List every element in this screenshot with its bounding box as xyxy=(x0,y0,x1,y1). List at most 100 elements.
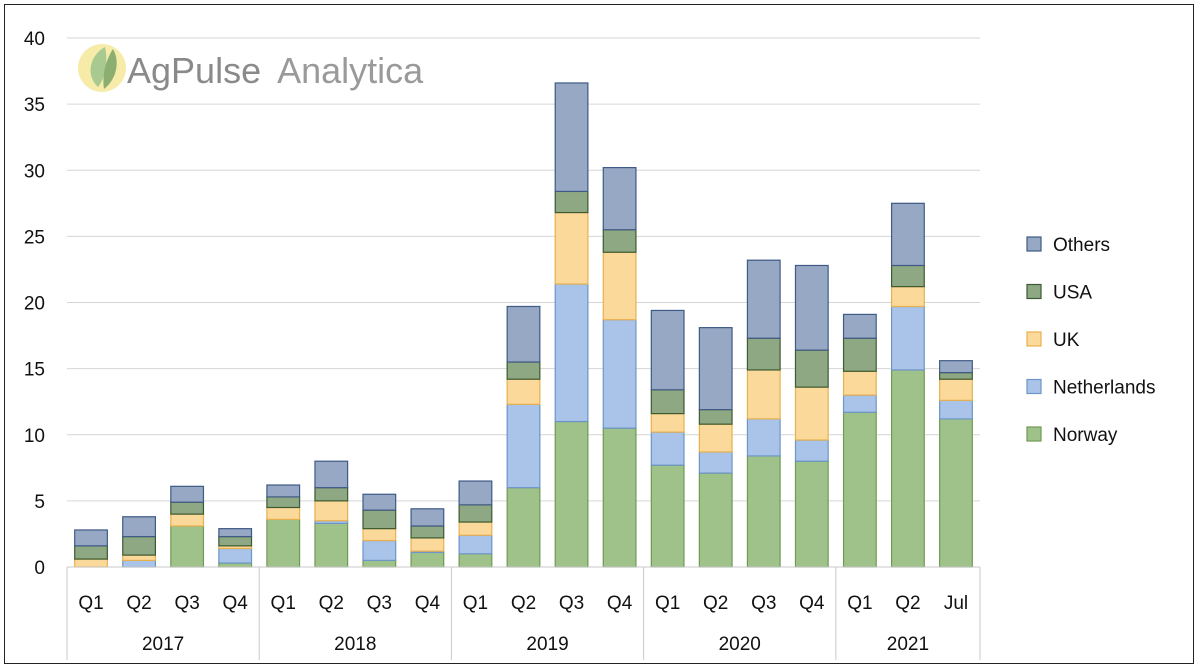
y-tick-label: 25 xyxy=(24,227,45,248)
x-tick-label: Q1 xyxy=(78,593,103,614)
bar-stack xyxy=(218,528,253,568)
bar-segment-others xyxy=(266,484,301,498)
y-tick-label: 0 xyxy=(34,558,45,579)
bar-segment-uk xyxy=(602,251,637,321)
x-tick-label: Q3 xyxy=(174,593,199,614)
bar-stack xyxy=(650,309,685,568)
bar-segment-norway xyxy=(939,418,973,568)
watermark-brand-bold: AgPulse xyxy=(127,50,261,91)
x-year-label: 2020 xyxy=(719,634,761,655)
leaf-right-icon xyxy=(103,49,117,89)
bar-segment-uk xyxy=(362,528,397,542)
x-year-label: 2021 xyxy=(887,634,929,655)
x-tick-label: Q3 xyxy=(751,593,776,614)
bar-segment-usa xyxy=(939,371,973,380)
bar-segment-usa xyxy=(602,229,637,253)
bar-segment-netherlands xyxy=(939,399,973,420)
bar-segment-usa xyxy=(698,409,733,425)
bar-stack xyxy=(122,516,157,568)
bar-segment-others xyxy=(362,493,397,511)
bar-segment-norway xyxy=(410,551,445,568)
bar-segment-others xyxy=(746,259,781,339)
bar-segment-netherlands xyxy=(458,534,493,555)
bar-segment-usa xyxy=(218,535,253,547)
legend-swatch-others xyxy=(1026,236,1042,252)
bar-segment-usa xyxy=(890,264,925,288)
bar-stack xyxy=(698,327,733,568)
bar-stack xyxy=(74,529,108,568)
bar-segment-others xyxy=(218,528,253,538)
bar-segment-netherlands xyxy=(698,451,733,474)
y-tick-label: 30 xyxy=(24,161,45,182)
bar-segment-others xyxy=(410,508,445,527)
bar-segment-norway xyxy=(842,411,877,568)
bar-segment-usa xyxy=(650,389,685,415)
bar-segment-usa xyxy=(314,487,349,502)
bar-segment-uk xyxy=(939,378,973,401)
x-tick-label: Q4 xyxy=(415,593,441,614)
bar-segment-uk xyxy=(506,378,541,405)
x-tick-label: Q1 xyxy=(655,593,680,614)
bar-segment-uk xyxy=(842,370,877,396)
bar-segment-others xyxy=(458,480,493,506)
watermark-logo: AgPulse Analytica xyxy=(78,44,424,92)
gridlines xyxy=(67,37,980,568)
y-axis: 0 5 10 15 20 25 30 35 40 xyxy=(24,29,45,579)
x-year-label: 2017 xyxy=(142,634,184,655)
bar-segment-norway xyxy=(458,553,493,568)
y-tick-label: 40 xyxy=(24,29,45,50)
bar-segment-uk xyxy=(458,521,493,536)
x-tick-label: Q4 xyxy=(223,593,249,614)
x-axis: Q1 Q2 Q3 Q4 2017 Q1 Q2 Q3 Q4 2018 Q1 Q2 Q3 Q4 2019 Q1 Q2… xyxy=(66,566,981,660)
y-tick-label: 10 xyxy=(24,426,45,447)
bar-segment-usa xyxy=(506,361,541,380)
bar-segment-norway xyxy=(794,460,829,568)
legend: Others USA UK Netherlands Norway xyxy=(1026,235,1155,446)
bar-stack xyxy=(506,305,541,568)
bar-segment-uk xyxy=(314,500,349,522)
bar-segment-usa xyxy=(362,509,397,530)
bar-segment-netherlands xyxy=(362,539,397,561)
legend-label-norway: Norway xyxy=(1053,425,1118,446)
bar-stack xyxy=(746,259,781,568)
bar-segment-netherlands xyxy=(554,283,589,423)
bar-segment-norway xyxy=(698,472,733,568)
bar-segment-others xyxy=(314,460,349,489)
bar-segment-netherlands xyxy=(746,418,781,457)
bar-stack xyxy=(314,460,349,568)
bar-stack xyxy=(458,480,493,568)
bar-stack xyxy=(554,82,589,568)
leaf-left-icon xyxy=(90,47,107,87)
bar-stack xyxy=(410,508,445,568)
watermark-brand-light: Analytica xyxy=(277,50,424,91)
bar-segment-others xyxy=(602,167,637,231)
x-tick-label: Q4 xyxy=(607,593,633,614)
bar-segment-others xyxy=(794,264,829,351)
x-tick-label: Q1 xyxy=(463,593,488,614)
bar-segment-others xyxy=(506,305,541,363)
bar-segment-uk xyxy=(410,537,445,552)
bar-stack xyxy=(842,313,877,568)
svg-text:AgPulse Analytica: AgPulse Analytica xyxy=(127,50,424,91)
bar-segment-usa xyxy=(170,501,205,515)
y-tick-label: 5 xyxy=(34,492,45,513)
bar-segment-norway xyxy=(650,464,685,568)
bar-segment-usa xyxy=(842,337,877,372)
legend-swatch-norway xyxy=(1026,426,1042,442)
bar-stack xyxy=(602,167,637,568)
chart-frame: AgPulse Analytica 0 5 10 15 20 25 30 35 40 Q1 Q2 Q… xyxy=(4,4,1194,664)
bar-segment-norway xyxy=(746,455,781,568)
y-tick-label: 20 xyxy=(24,294,45,315)
bar-segment-uk xyxy=(698,423,733,453)
bar-segment-norway xyxy=(506,487,541,568)
legend-label-uk: UK xyxy=(1053,330,1080,351)
bar-stack xyxy=(794,264,829,568)
bar-stack xyxy=(170,485,205,568)
bar-segment-uk xyxy=(170,513,205,527)
bar-segment-netherlands xyxy=(842,394,877,413)
bar-stack xyxy=(939,360,973,568)
x-tick-label: Q3 xyxy=(559,593,584,614)
x-tick-label: Q1 xyxy=(271,593,296,614)
bar-segment-netherlands xyxy=(506,403,541,489)
x-year-label: 2018 xyxy=(334,634,376,655)
